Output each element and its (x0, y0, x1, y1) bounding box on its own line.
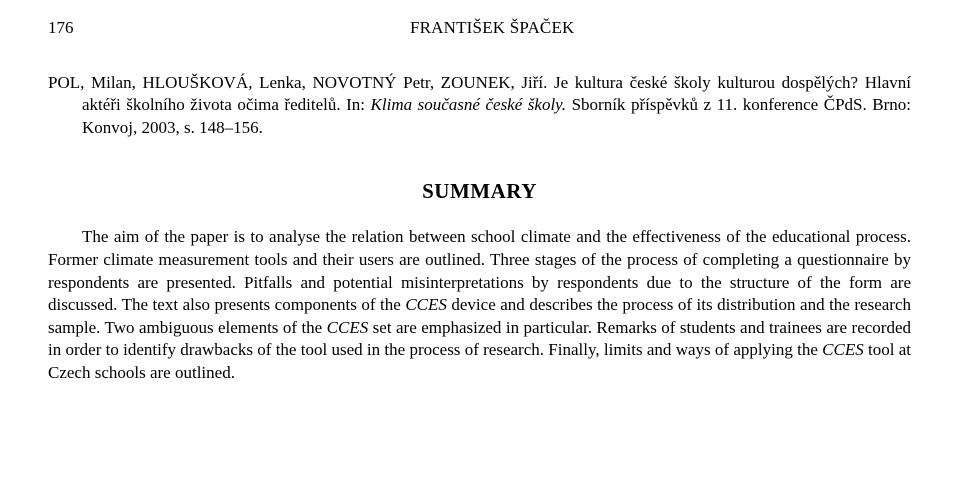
cces-term-1: CCES (405, 295, 447, 314)
page-body: 176 FRANTIŠEK ŠPAČEK POL, Milan, HLOUŠKO… (0, 0, 959, 385)
page-number: 176 (48, 18, 74, 38)
page-header: 176 FRANTIŠEK ŠPAČEK (48, 18, 911, 38)
cces-term-3: CCES (822, 340, 864, 359)
bib-text-italic: Klima současné české školy. (371, 95, 572, 114)
bibliography-entry: POL, Milan, HLOUŠKOVÁ, Lenka, NOVOTNÝ Pe… (48, 72, 911, 139)
summary-heading: SUMMARY (48, 179, 911, 204)
running-head: FRANTIŠEK ŠPAČEK (74, 18, 912, 38)
summary-paragraph: The aim of the paper is to analyse the r… (48, 226, 911, 384)
cces-term-2: CCES (327, 318, 369, 337)
